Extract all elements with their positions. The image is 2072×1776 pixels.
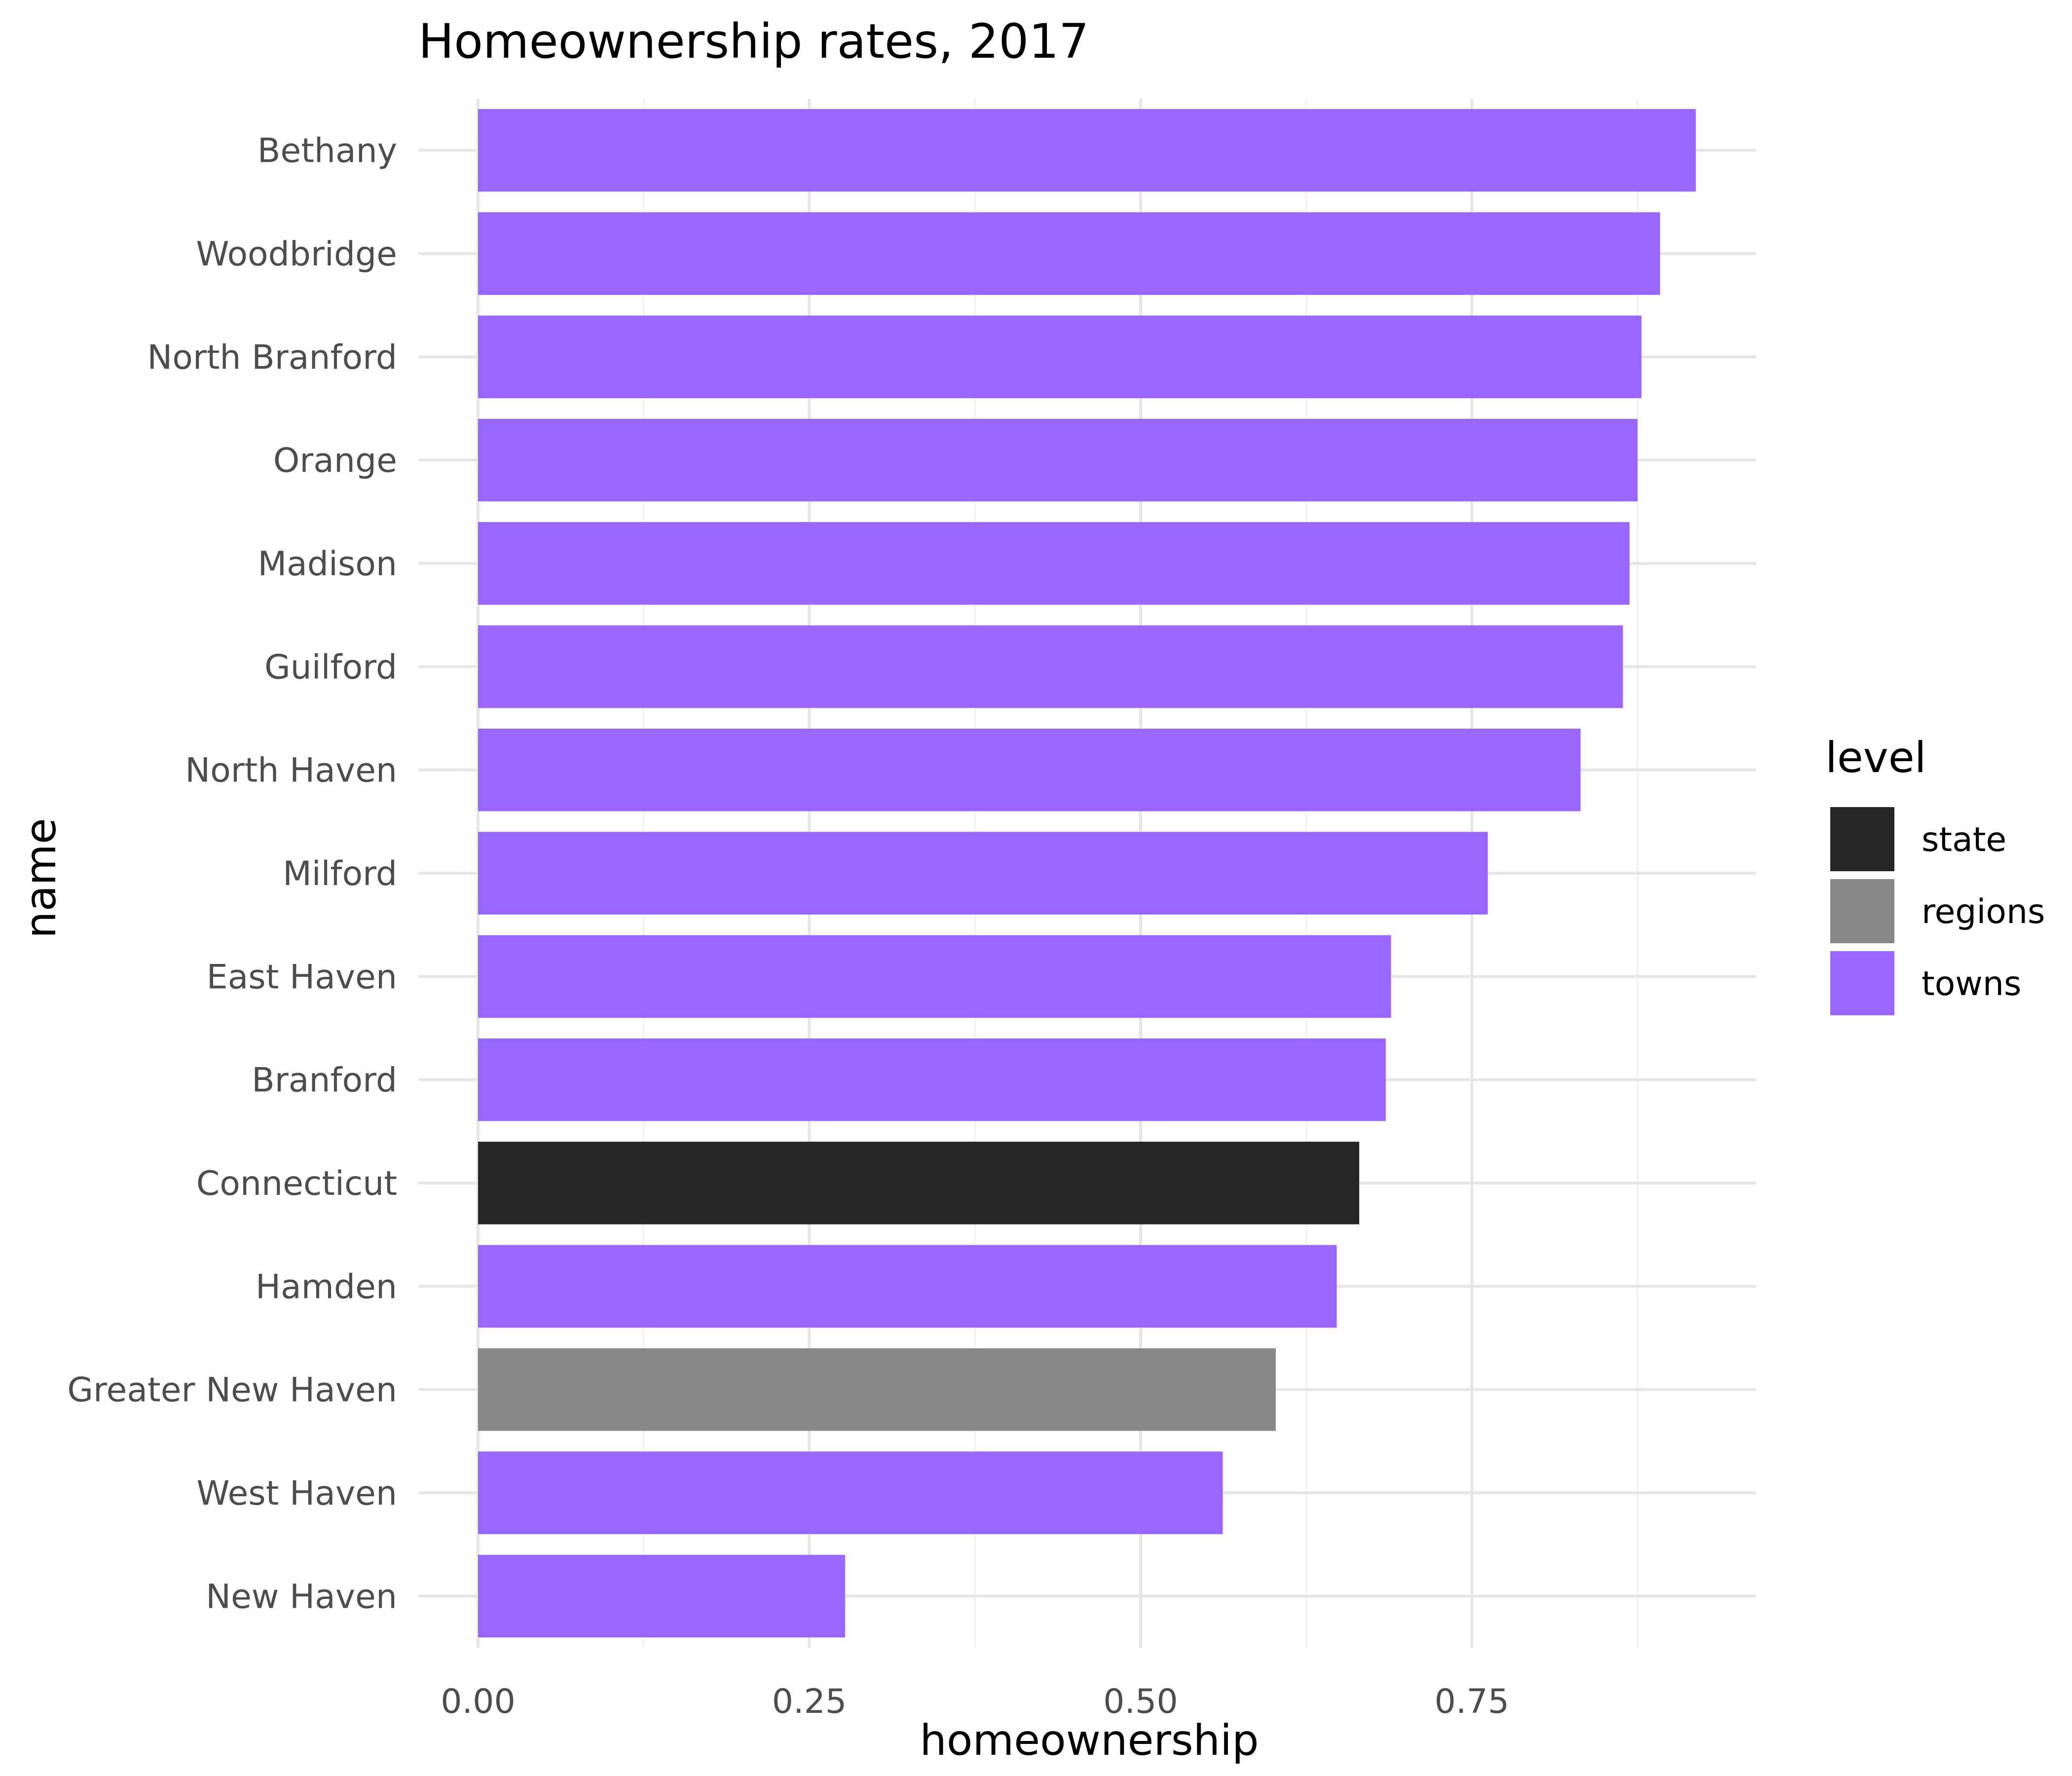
bars (478, 109, 1696, 1638)
legend-label-state: state (1922, 820, 2006, 859)
bar-branford (478, 1038, 1386, 1121)
bar-woodbridge (478, 212, 1660, 295)
y-tick-label: Madison (258, 545, 397, 584)
y-axis-title: name (16, 818, 66, 938)
x-tick-label: 0.25 (772, 1682, 847, 1721)
bar-north-branford (478, 315, 1642, 399)
y-tick-label: Greater New Haven (67, 1371, 397, 1410)
y-tick-label: Hamden (256, 1267, 397, 1306)
bar-north-haven (478, 728, 1581, 812)
legend-title: level (1825, 733, 1926, 782)
x-tick-label: 0.75 (1435, 1682, 1509, 1721)
bar-milford (478, 832, 1488, 915)
bar-orange (478, 418, 1638, 502)
y-tick-label: North Branford (147, 338, 397, 377)
legend-key-towns (1830, 951, 1894, 1015)
y-tick-label: Woodbridge (196, 235, 397, 274)
bar-east-haven (478, 935, 1391, 1018)
x-tick-label: 0.50 (1103, 1682, 1178, 1721)
y-tick-label: North Haven (185, 751, 397, 790)
bar-bethany (478, 109, 1696, 192)
legend-label-towns: towns (1922, 964, 2021, 1003)
chart-title: Homeownership rates, 2017 (418, 14, 1089, 69)
y-tick-label: West Haven (196, 1474, 397, 1513)
bar-new-haven (478, 1554, 846, 1638)
y-tick-label: East Haven (207, 958, 397, 997)
legend-key-regions (1830, 879, 1894, 943)
y-tick-label: New Haven (206, 1577, 397, 1616)
y-tick-label: Milford (283, 854, 397, 893)
x-tick-label: 0.00 (441, 1682, 515, 1721)
bar-madison (478, 522, 1630, 605)
bar-connecticut (478, 1142, 1360, 1224)
bar-hamden (478, 1245, 1337, 1328)
y-tick-labels: Bethany Woodbridge North Branford Orange Mad… (67, 132, 397, 1617)
y-tick-label: Branford (252, 1061, 397, 1100)
y-tick-label: Guilford (264, 648, 397, 687)
bar-greater-new-haven (478, 1348, 1276, 1431)
y-tick-label: Connecticut (196, 1164, 397, 1203)
y-tick-label: Bethany (258, 132, 397, 171)
legend-label-regions: regions (1922, 892, 2045, 931)
legend-key-state (1830, 807, 1894, 871)
y-tick-label: Orange (273, 442, 397, 481)
x-axis-title: homeownership (920, 1716, 1258, 1765)
legend: level state regions towns (1825, 733, 2045, 1015)
bar-guilford (478, 625, 1623, 708)
x-tick-labels: 0.00 0.25 0.50 0.75 (441, 1682, 1509, 1721)
bar-west-haven (478, 1451, 1223, 1534)
